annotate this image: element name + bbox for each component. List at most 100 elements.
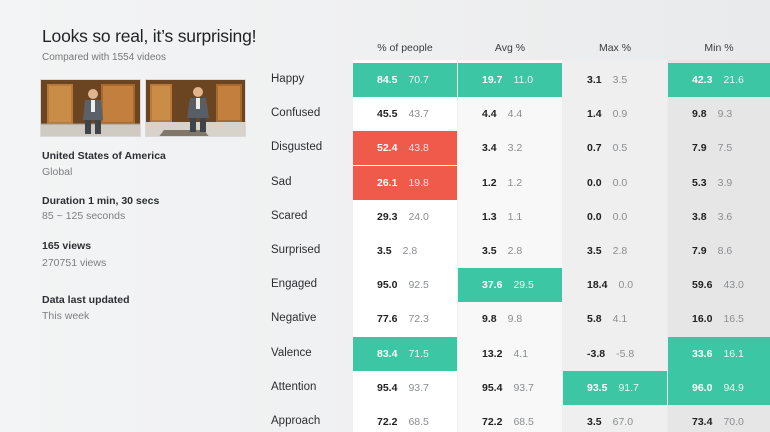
cell-benchmark: 91.7 bbox=[618, 381, 639, 394]
cell-benchmark: 24.0 bbox=[408, 210, 429, 223]
cell-value: 96.0 bbox=[692, 381, 713, 394]
table-cell: 83.4 71.5 bbox=[353, 336, 457, 371]
table-cell: 84.5 70.7 bbox=[353, 63, 457, 97]
cell-benchmark: 1.1 bbox=[507, 210, 523, 223]
elevator-scene-image bbox=[41, 80, 140, 136]
cell-value: 37.6 bbox=[482, 279, 503, 292]
cell-benchmark: 4.1 bbox=[612, 313, 628, 326]
table-cell: 95.4 93.7 bbox=[353, 371, 457, 405]
column-header-min[interactable]: Min % bbox=[704, 42, 734, 54]
row-label-negative: Negative bbox=[271, 312, 317, 325]
cell-value: 95.4 bbox=[377, 381, 398, 394]
data-updated-value: This week bbox=[42, 310, 90, 322]
cell-value: 3.5 bbox=[482, 245, 497, 257]
table-cell: 1.4 0.9 bbox=[563, 97, 667, 131]
cell-benchmark: 2.8 bbox=[402, 245, 418, 257]
row-label-approach: Approach bbox=[271, 415, 321, 427]
cell-benchmark: 21.6 bbox=[723, 74, 744, 86]
cell-benchmark: 3.5 bbox=[612, 74, 628, 86]
cell-value: 16.0 bbox=[692, 313, 713, 326]
cell-value: 33.6 bbox=[692, 347, 713, 360]
cell-value: 84.5 bbox=[377, 74, 398, 86]
cell-value: 1.2 bbox=[482, 176, 497, 189]
cell-benchmark: 71.5 bbox=[408, 347, 429, 360]
row-label-sad: Sad bbox=[271, 175, 292, 188]
table-cell: 4.4 4.4 bbox=[458, 97, 562, 131]
cell-value: 3.8 bbox=[692, 210, 707, 223]
cell-benchmark: 68.5 bbox=[513, 416, 534, 428]
cell-benchmark: 8.6 bbox=[717, 245, 733, 257]
table-cell: 5.8 4.1 bbox=[563, 302, 667, 336]
row-label-scared: Scared bbox=[271, 209, 308, 222]
column-header-avg[interactable]: Avg % bbox=[494, 42, 526, 54]
row-label-disgusted: Disgusted bbox=[271, 141, 323, 154]
row-label-confused: Confused bbox=[271, 107, 321, 120]
table-cell: 95.4 93.7 bbox=[458, 371, 562, 405]
cell-benchmark: 1.2 bbox=[507, 176, 523, 189]
video-thumbnail-1[interactable] bbox=[40, 79, 141, 137]
table-cell: 42.3 21.6 bbox=[668, 63, 770, 97]
row-label-valence: Valence bbox=[271, 346, 312, 359]
cell-benchmark: 70.0 bbox=[723, 416, 744, 428]
table-cell: 3.5 2.8 bbox=[563, 234, 667, 268]
table-cell: 5.3 3.9 bbox=[668, 166, 770, 200]
cell-value: 42.3 bbox=[692, 74, 713, 86]
video-thumbnail-2[interactable] bbox=[145, 79, 246, 137]
column-bg-avg bbox=[458, 60, 562, 432]
duration-label: Duration 1 min, 30 secs bbox=[42, 195, 160, 207]
table-cell: 7.9 8.6 bbox=[668, 234, 770, 268]
cell-value: 72.2 bbox=[482, 416, 503, 428]
cell-value: 77.6 bbox=[377, 313, 398, 326]
table-cell: 3.5 67.0 bbox=[563, 405, 667, 432]
cell-benchmark: 3.9 bbox=[717, 176, 733, 189]
cell-benchmark: 43.0 bbox=[723, 279, 744, 292]
cell-value: 72.2 bbox=[377, 416, 398, 428]
cell-benchmark: 11.0 bbox=[513, 74, 534, 86]
table-cell: 96.0 94.9 bbox=[668, 370, 770, 405]
table-cell: 52.4 43.8 bbox=[353, 131, 457, 166]
table-cell: 3.5 2.8 bbox=[353, 234, 457, 268]
row-label-surprised: Surprised bbox=[271, 244, 321, 256]
cell-benchmark: 72.3 bbox=[408, 313, 429, 326]
cell-value: 7.9 bbox=[692, 142, 707, 155]
table-cell: 72.2 68.5 bbox=[353, 405, 457, 432]
cell-value: 7.9 bbox=[692, 245, 707, 257]
cell-benchmark: 4.1 bbox=[513, 347, 529, 360]
cell-value: 1.3 bbox=[482, 210, 497, 223]
cell-benchmark: 0.0 bbox=[612, 176, 628, 189]
cell-benchmark: 43.8 bbox=[408, 142, 429, 155]
table-cell: 18.4 0.0 bbox=[563, 268, 667, 302]
location-scope: Global bbox=[42, 166, 73, 178]
cell-value: 5.8 bbox=[587, 313, 602, 326]
cell-benchmark: 68.5 bbox=[408, 416, 429, 428]
table-cell: 77.6 72.3 bbox=[353, 302, 457, 336]
emotion-metrics-table: % of people Avg % Max % Min % Happy 84.5 7… bbox=[262, 0, 770, 432]
table-cell: 3.5 2.8 bbox=[458, 234, 562, 268]
cell-value: 3.5 bbox=[377, 245, 392, 257]
table-cell: 16.0 16.5 bbox=[668, 302, 770, 336]
cell-benchmark: 16.5 bbox=[723, 313, 744, 326]
cell-value: 29.3 bbox=[377, 210, 398, 223]
cell-benchmark: 3.2 bbox=[507, 142, 523, 155]
cell-value: 1.4 bbox=[587, 108, 602, 121]
table-cell: -3.8 -5.8 bbox=[563, 337, 667, 371]
cell-benchmark: 43.7 bbox=[408, 108, 429, 121]
row-label-attention: Attention bbox=[271, 380, 317, 393]
table-cell: 1.2 1.2 bbox=[458, 166, 562, 200]
table-cell: 3.8 3.6 bbox=[668, 200, 770, 234]
cell-benchmark: 92.5 bbox=[408, 279, 429, 292]
table-cell: 0.7 0.5 bbox=[563, 131, 667, 165]
cell-benchmark: 2.8 bbox=[507, 245, 523, 257]
cell-value: 3.5 bbox=[587, 416, 602, 428]
table-cell: 3.1 3.5 bbox=[563, 63, 667, 97]
table-cell: 0.0 0.0 bbox=[563, 200, 667, 234]
views-benchmark: 270751 views bbox=[42, 257, 107, 269]
table-cell: 9.8 9.8 bbox=[458, 302, 562, 336]
table-cell: 93.5 91.7 bbox=[563, 370, 667, 405]
column-header-max[interactable]: Max % bbox=[598, 42, 632, 54]
cell-value: 0.0 bbox=[587, 176, 602, 189]
column-header-people[interactable]: % of people bbox=[377, 42, 433, 54]
cell-value: 5.3 bbox=[692, 176, 707, 189]
table-cell: 13.2 4.1 bbox=[458, 337, 562, 371]
cell-benchmark: 0.0 bbox=[612, 210, 628, 223]
